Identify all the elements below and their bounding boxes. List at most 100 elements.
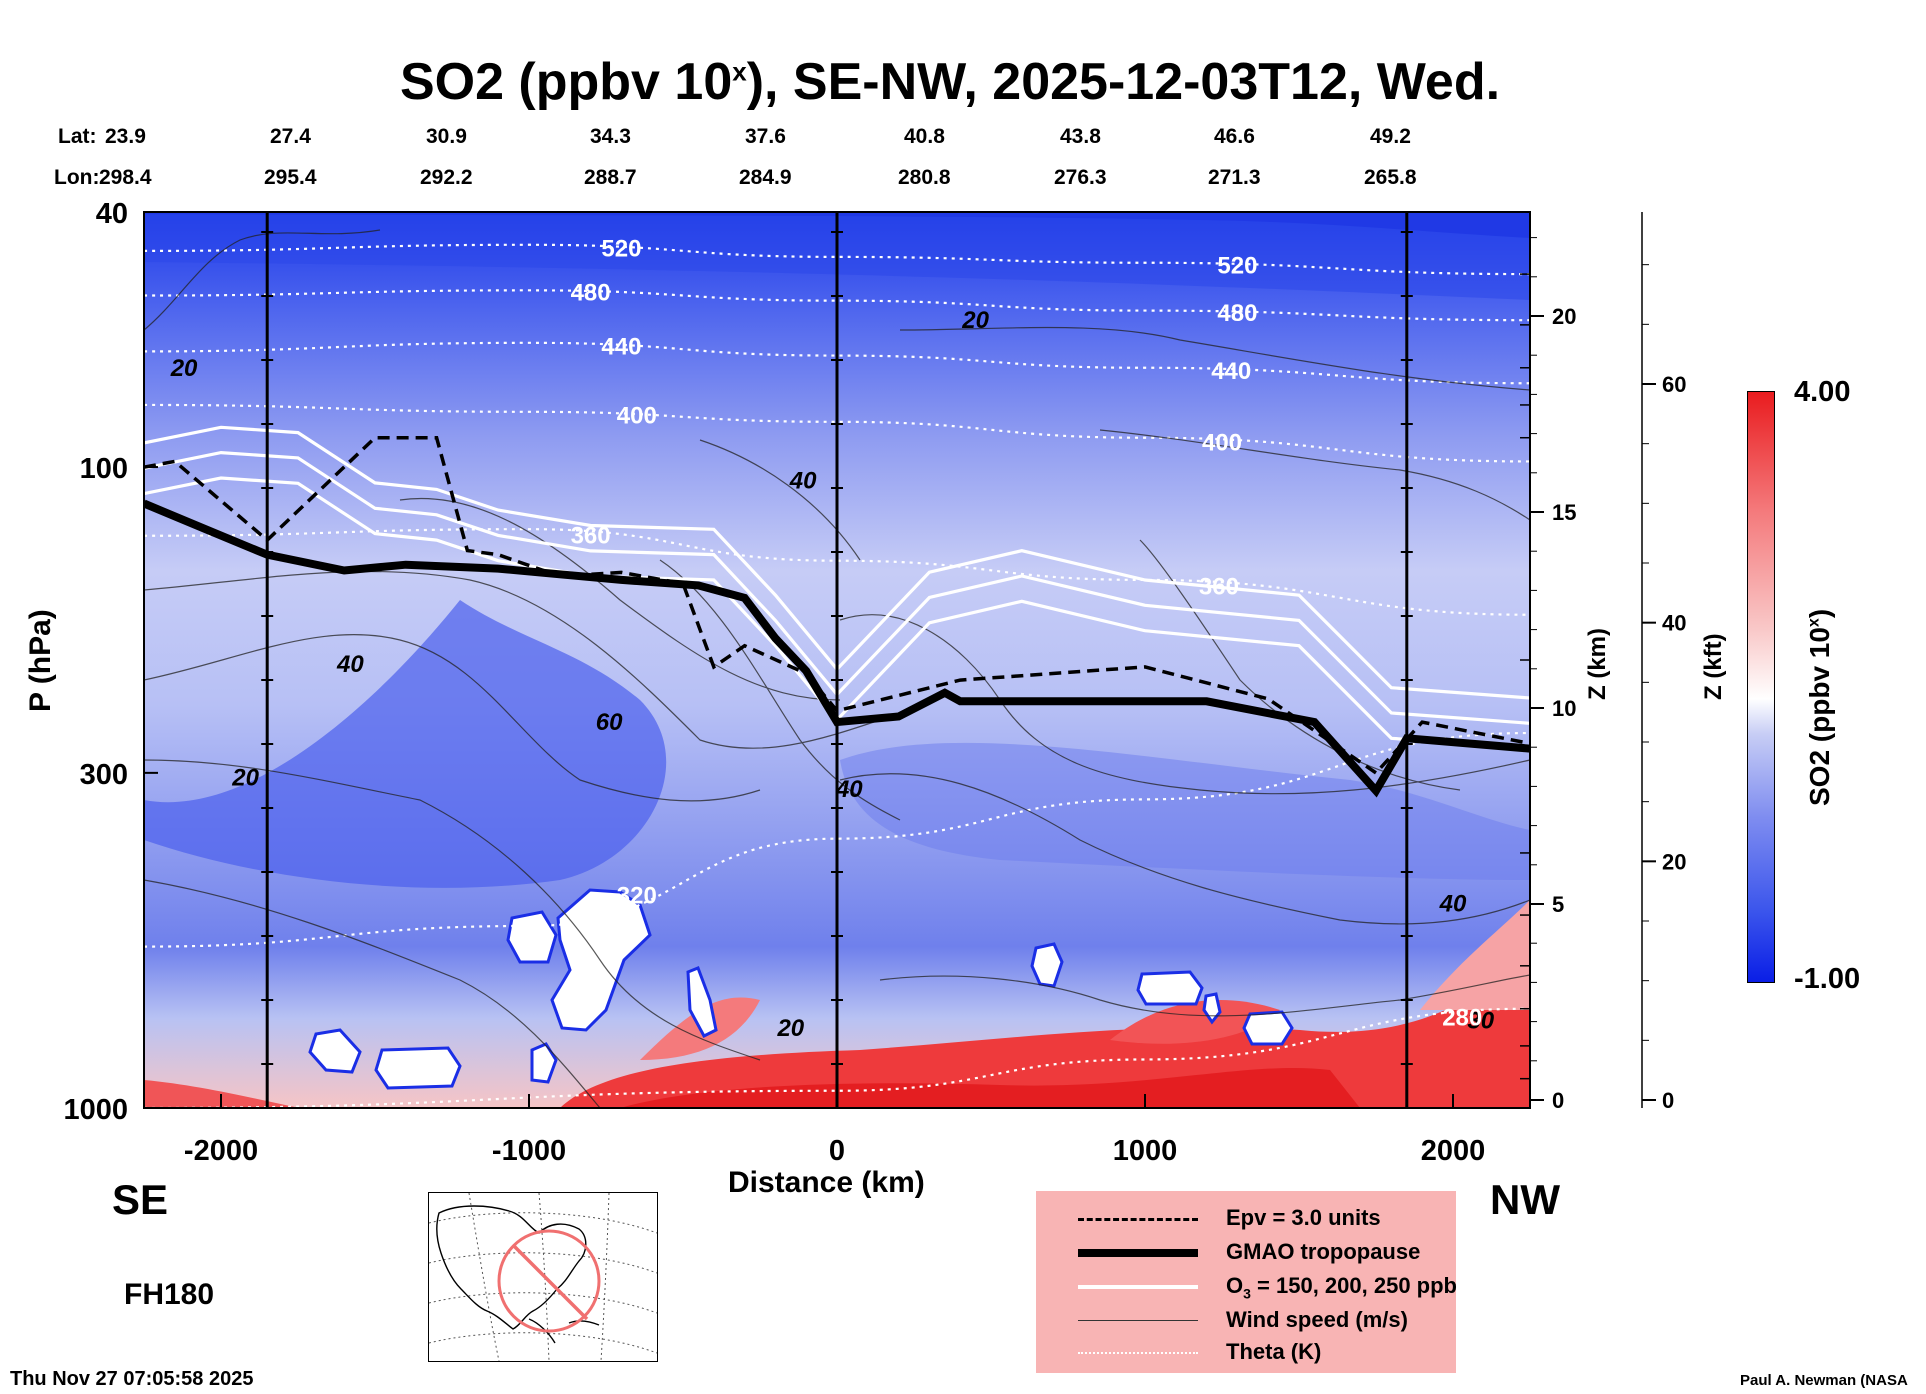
coastline (436, 1205, 600, 1344)
z-km-tick-label-4: 20 (1552, 304, 1576, 329)
legend-wind-swatch (1078, 1320, 1198, 1321)
z-km-tick-label-1: 5 (1552, 892, 1564, 917)
theta-label-400-0: 400 (617, 402, 657, 429)
y-axis-label: P (hPa) (24, 609, 57, 712)
lat-value: 27.4 (270, 125, 311, 148)
lat-value: 40.8 (904, 125, 945, 148)
wind-contours (144, 229, 1530, 1108)
theta-label-520-0: 520 (601, 235, 641, 262)
lat-value: 46.6 (1214, 125, 1255, 148)
inset-map-drawing (429, 1193, 657, 1361)
epv-line (144, 435, 1530, 776)
so2-red-upper-right (1420, 900, 1530, 1010)
z-km-tick-label-2: 10 (1552, 696, 1576, 721)
legend-tropopause-label: GMAO tropopause (1226, 1239, 1421, 1264)
z-km-tick-label-3: 15 (1552, 500, 1576, 525)
legend-epv: Epv = 3.0 units (1036, 1203, 1456, 1233)
ozone-line-3 (144, 425, 1530, 700)
lat-value: 23.9 (105, 125, 146, 148)
theta-label-520-1: 520 (1217, 252, 1257, 279)
forecast-hour-label: FH180 (124, 1278, 215, 1311)
lon-value: 280.8 (898, 166, 951, 189)
gmao-tropopause-line (144, 499, 1530, 798)
colorbar-label: SO2 (ppbv 10x) (1804, 608, 1835, 806)
y-tick-label-3: 1000 (63, 1094, 128, 1126)
lat-value: 37.6 (745, 125, 786, 148)
x-tick-label-3: 1000 (1113, 1135, 1178, 1167)
wind-label-0: 20 (170, 355, 198, 382)
x-tick-label-4: 2000 (1421, 1135, 1486, 1167)
theta-contour-280 (144, 1007, 1530, 1108)
y-tick-label-0: 40 (96, 198, 128, 230)
theta-contour-440 (144, 341, 1530, 385)
mid-blue-blob-right (840, 742, 1530, 880)
y-tick-label-1: 100 (80, 453, 128, 485)
colorbar (1747, 391, 1775, 983)
theta-label-360-0: 360 (571, 522, 611, 549)
theta-label-480-0: 480 (571, 279, 611, 306)
wind-label-2: 40 (789, 468, 817, 495)
chart-title: SO2 (ppbv 10x), SE-NW, 2025-12-03T12, We… (399, 53, 1501, 111)
wind-label-1: 20 (961, 307, 989, 334)
pink-patch-right (1110, 1000, 1280, 1044)
lon-value: 288.7 (584, 166, 637, 189)
timestamp: Thu Nov 27 07:05:58 2025 (10, 1368, 254, 1390)
legend-tropopause-swatch (1078, 1249, 1198, 1257)
lat-value: 49.2 (1370, 125, 1411, 148)
legend-epv-label: Epv = 3.0 units (1226, 1205, 1381, 1230)
lon-value: 276.3 (1054, 166, 1107, 189)
section-markers (261, 212, 1413, 1108)
theta-contours (144, 243, 1530, 1108)
legend-ozone: O3 = 150, 200, 250 ppb (1036, 1271, 1457, 1302)
wind-label-3: 40 (336, 651, 364, 678)
theta-label-320-0: 320 (617, 882, 657, 909)
z-km-label: Z (km) (1584, 628, 1611, 700)
theta-label-400-1: 400 (1202, 429, 1242, 456)
z-kft-tick-label-1: 20 (1662, 849, 1686, 874)
ozone-line-2 (144, 450, 1530, 725)
lon-value: 298.4 (99, 166, 152, 189)
theta-label-280-0: 280 (1442, 1005, 1482, 1032)
legend: Epv = 3.0 units GMAO tropopause O3 = 150… (1036, 1191, 1457, 1373)
credit: Paul A. Newman (NASA (1740, 1372, 1908, 1389)
wind-label-8: 40 (1439, 891, 1467, 918)
lat-label: Lat: (58, 125, 97, 148)
colorbar-max-label: 4.00 (1794, 376, 1851, 408)
wind-speed-labels: 20 20 40 40 60 20 40 20 40 30 (170, 307, 1495, 1042)
wind-label-9: 30 (1467, 1007, 1494, 1034)
so2-red-surface-deep (620, 1067, 1360, 1108)
wind-label-6: 40 (835, 776, 863, 803)
colorbar-min-label: -1.00 (1794, 963, 1861, 995)
se-label: SE (112, 1176, 169, 1223)
legend-wind-label: Wind speed (m/s) (1226, 1307, 1408, 1332)
wind-label-4: 60 (596, 709, 623, 736)
section-circle (497, 1229, 601, 1333)
y-axis-ticks: 40 100 300 1000 (63, 198, 1530, 1126)
lon-value: 271.3 (1208, 166, 1261, 189)
lon-label: Lon: (54, 166, 100, 189)
x-tick-label-2: 0 (829, 1135, 845, 1167)
x-tick-label-1: -1000 (492, 1135, 566, 1167)
theta-label-440-1: 440 (1211, 358, 1251, 385)
x-axis-label: Distance (km) (728, 1166, 925, 1199)
nw-label: NW (1490, 1176, 1560, 1223)
lat-value: 30.9 (426, 125, 467, 148)
lon-value: 295.4 (264, 166, 317, 189)
ozone-contours (144, 425, 1530, 751)
theta-label-440-0: 440 (601, 334, 641, 361)
wind-label-5: 20 (231, 764, 259, 791)
section-line (511, 1243, 589, 1321)
mid-blue-blob-left (144, 600, 667, 888)
legend-theta-swatch (1078, 1352, 1198, 1354)
lat-value: 43.8 (1060, 125, 1101, 148)
z-km-tick-label-0: 0 (1552, 1088, 1564, 1113)
legend-tropopause: GMAO tropopause (1036, 1237, 1456, 1267)
legend-ozone-label: O3 = 150, 200, 250 ppb (1226, 1273, 1457, 1302)
missing-data-patches (308, 888, 1294, 1090)
legend-epv-swatch (1078, 1218, 1198, 1221)
wind-label-7: 20 (776, 1015, 804, 1042)
z-kft-tick-label-3: 60 (1662, 372, 1686, 397)
lon-value: 292.2 (420, 166, 473, 189)
legend-theta: Theta (K) (1036, 1337, 1456, 1367)
